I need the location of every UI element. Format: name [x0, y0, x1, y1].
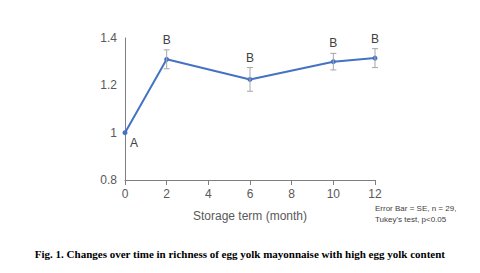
svg-text:0.8: 0.8	[100, 173, 117, 187]
svg-text:10: 10	[327, 187, 341, 201]
svg-text:A: A	[130, 136, 138, 150]
svg-text:2: 2	[163, 187, 170, 201]
svg-text:Fig. 1. Changes over time in r: Fig. 1. Changes over time in richness of…	[35, 248, 446, 260]
svg-text:1: 1	[110, 126, 117, 140]
svg-text:4: 4	[205, 187, 212, 201]
svg-text:B: B	[329, 36, 337, 50]
svg-text:0: 0	[122, 187, 129, 201]
svg-text:Tukey's test, p<0.05: Tukey's test, p<0.05	[375, 215, 447, 224]
svg-text:1.4: 1.4	[100, 31, 117, 45]
svg-text:Storage term (month): Storage term (month)	[193, 209, 307, 223]
svg-text:B: B	[246, 51, 254, 65]
svg-text:B: B	[371, 32, 379, 46]
svg-text:12: 12	[368, 187, 382, 201]
svg-text:Error Bar = SE, n = 29,: Error Bar = SE, n = 29,	[375, 204, 456, 213]
svg-text:6: 6	[247, 187, 254, 201]
svg-text:1.2: 1.2	[100, 78, 117, 92]
svg-text:8: 8	[288, 187, 295, 201]
svg-text:B: B	[163, 33, 171, 47]
